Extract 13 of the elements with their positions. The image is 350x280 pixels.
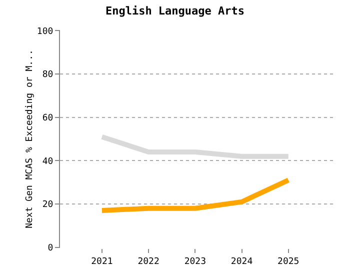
x-tick-label: 2024 bbox=[230, 256, 253, 267]
y-axis-title: Next Gen MCAS % Exceeding or M... bbox=[25, 50, 35, 228]
chart-title: English Language Arts bbox=[105, 4, 245, 18]
x-tick-label: 2023 bbox=[184, 256, 206, 267]
x-tick-label: 2025 bbox=[278, 256, 300, 267]
y-tick-label: 80 bbox=[42, 70, 54, 80]
x-tick-label: 2022 bbox=[138, 256, 160, 267]
x-tick-label: 2021 bbox=[91, 256, 113, 267]
y-tick-label: 60 bbox=[42, 113, 54, 124]
y-tick-label: 0 bbox=[48, 244, 54, 254]
y-tick-label: 100 bbox=[36, 26, 54, 37]
y-tick-label: 20 bbox=[42, 200, 54, 210]
y-tick-label: 40 bbox=[42, 156, 54, 167]
